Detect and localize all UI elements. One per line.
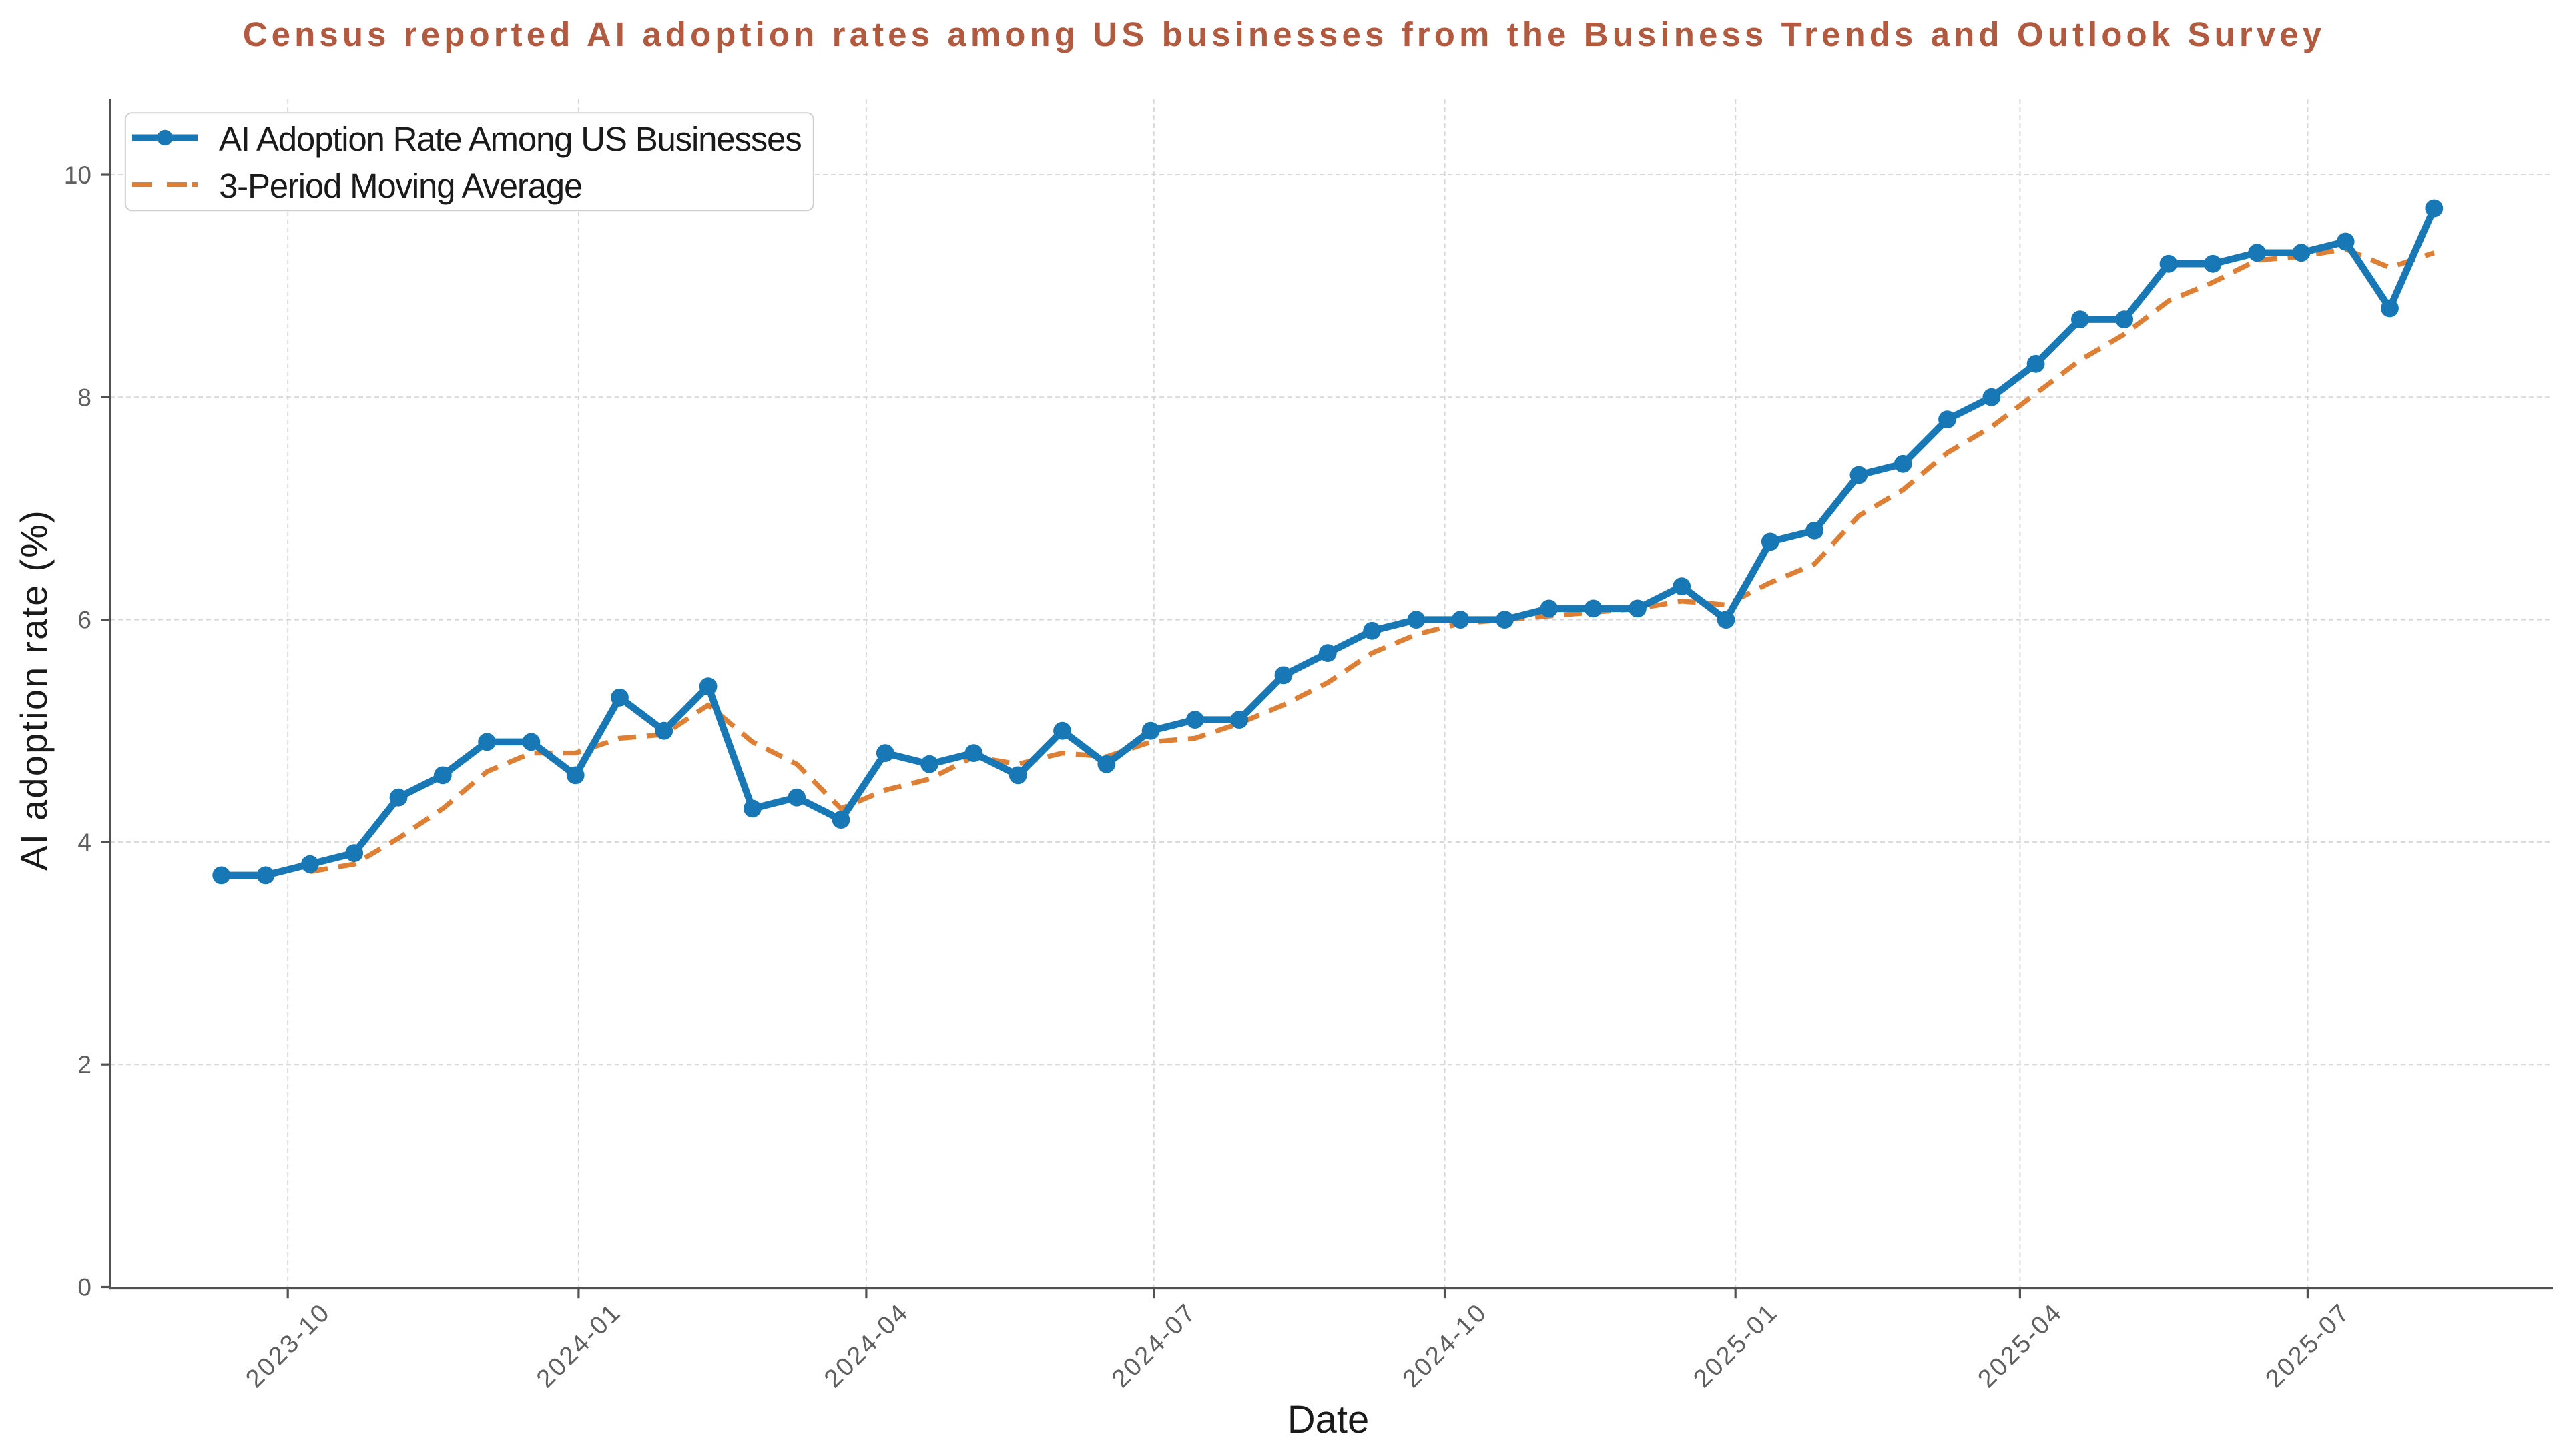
svg-text:8: 8 — [77, 384, 91, 411]
svg-text:2: 2 — [77, 1051, 91, 1078]
svg-text:Date: Date — [1288, 1398, 1370, 1441]
svg-text:3-Period Moving Average: 3-Period Moving Average — [219, 167, 582, 205]
svg-text:AI Adoption Rate Among US Busi: AI Adoption Rate Among US Businesses — [219, 120, 802, 158]
svg-text:0: 0 — [77, 1274, 91, 1301]
svg-text:Census reported AI adoption ra: Census reported AI adoption rates among … — [243, 15, 2326, 53]
svg-text:10: 10 — [64, 161, 91, 189]
svg-text:6: 6 — [77, 607, 91, 634]
svg-text:AI adoption rate (%): AI adoption rate (%) — [13, 509, 55, 871]
svg-text:4: 4 — [77, 829, 91, 856]
